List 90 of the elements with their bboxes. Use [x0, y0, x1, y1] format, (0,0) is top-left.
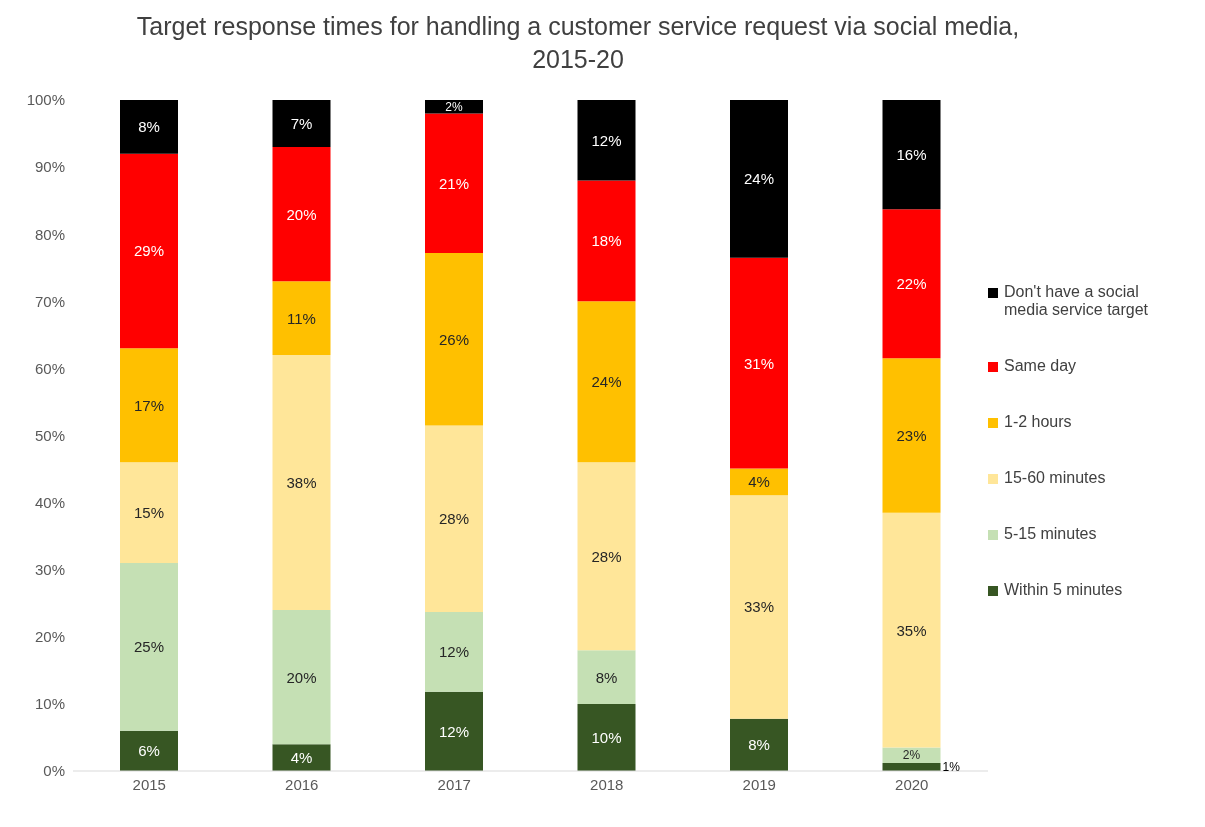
- data-label: 1%: [942, 759, 961, 774]
- data-label: 12%: [438, 722, 470, 740]
- data-label: 8%: [138, 118, 160, 136]
- legend-label: Don't have a social media service target: [1004, 283, 1150, 319]
- bar: [882, 209, 941, 359]
- bar: [425, 252, 483, 426]
- y-tick-label: 50%: [34, 426, 65, 444]
- y-tick-label: 100%: [26, 91, 65, 109]
- data-label: 35%: [896, 621, 927, 639]
- data-label: 8%: [748, 736, 770, 754]
- legend-label: Same day: [1004, 357, 1077, 375]
- data-label: 33%: [743, 598, 775, 616]
- data-label: 11%: [287, 309, 316, 327]
- bar: [730, 100, 788, 258]
- bar: [120, 462, 178, 563]
- data-label: 7%: [290, 114, 313, 132]
- data-label: 26%: [438, 330, 470, 348]
- bar: [425, 691, 483, 771]
- y-tick-label: 40%: [34, 493, 65, 511]
- data-label: 12%: [438, 643, 470, 661]
- data-label: 21%: [438, 174, 470, 192]
- data-label: 24%: [591, 373, 622, 391]
- bar: [730, 718, 788, 771]
- chart-title: Target response times for handling a customer service request via social media, 2015-20: [135, 11, 1021, 75]
- bar: [882, 358, 941, 513]
- bar: [272, 100, 331, 147]
- legend-label: 15-60 minutes: [1004, 469, 1106, 487]
- data-label: 20%: [286, 205, 317, 223]
- x-tick-label: 2016: [285, 775, 319, 793]
- data-label: 15%: [133, 504, 165, 522]
- y-tick-label: 70%: [34, 292, 65, 310]
- bar: [882, 100, 941, 210]
- data-label: 16%: [896, 146, 927, 164]
- bar: [730, 257, 788, 469]
- data-label: 29%: [133, 242, 165, 260]
- y-tick-label: 10%: [34, 695, 65, 713]
- x-tick-label: 2018: [590, 775, 624, 793]
- bar: [730, 468, 788, 496]
- data-label: 22%: [896, 275, 927, 293]
- y-tick-label: 80%: [34, 225, 65, 243]
- x-tick-label: 2020: [895, 775, 929, 793]
- x-tick-label: 2019: [742, 775, 776, 793]
- bar: [577, 650, 636, 704]
- data-label: 23%: [896, 427, 927, 444]
- bar: [272, 146, 331, 282]
- data-label: 2%: [445, 99, 463, 114]
- bar: [577, 462, 636, 651]
- data-label: 2%: [902, 748, 921, 763]
- bar: [120, 153, 178, 349]
- y-tick-label: 0%: [43, 762, 65, 780]
- x-tick-label: 2017: [437, 775, 471, 793]
- data-label: 17%: [133, 396, 165, 414]
- bar: [577, 301, 636, 463]
- data-label: 31%: [743, 354, 775, 372]
- bar: [577, 100, 636, 181]
- legend-label: 1-2 hours: [1004, 413, 1072, 431]
- data-label: 28%: [591, 547, 622, 565]
- bar: [577, 180, 636, 302]
- bar: [425, 425, 483, 612]
- data-label: 20%: [286, 668, 317, 686]
- data-label: 25%: [133, 638, 165, 656]
- bar: [120, 100, 178, 154]
- bar: [730, 495, 788, 719]
- bar: [120, 730, 178, 771]
- bar: [425, 611, 483, 692]
- bar: [577, 703, 636, 771]
- bar: [272, 609, 331, 745]
- y-tick-label: 30%: [34, 561, 65, 579]
- data-label: 38%: [286, 473, 317, 491]
- data-label: 10%: [591, 728, 622, 746]
- bar: [272, 354, 331, 610]
- data-label: 6%: [138, 742, 160, 760]
- legend-label: 5-15 minutes: [1004, 525, 1097, 543]
- data-label: 4%: [748, 473, 770, 491]
- bar: [425, 113, 483, 253]
- data-label: 24%: [743, 170, 775, 188]
- legend-label: Within 5 minutes: [1004, 581, 1123, 599]
- data-label: 18%: [591, 232, 622, 250]
- bar: [882, 512, 941, 748]
- data-label: 8%: [595, 668, 618, 686]
- x-tick-label: 2015: [132, 775, 166, 793]
- y-tick-label: 90%: [34, 158, 65, 176]
- data-label: 12%: [591, 131, 622, 149]
- bar: [120, 562, 178, 731]
- data-label: 4%: [290, 749, 313, 767]
- bar: [120, 348, 178, 463]
- data-label: 28%: [438, 510, 470, 528]
- y-tick-label: 60%: [34, 359, 65, 377]
- bar: [272, 281, 331, 355]
- y-tick-label: 20%: [34, 628, 65, 646]
